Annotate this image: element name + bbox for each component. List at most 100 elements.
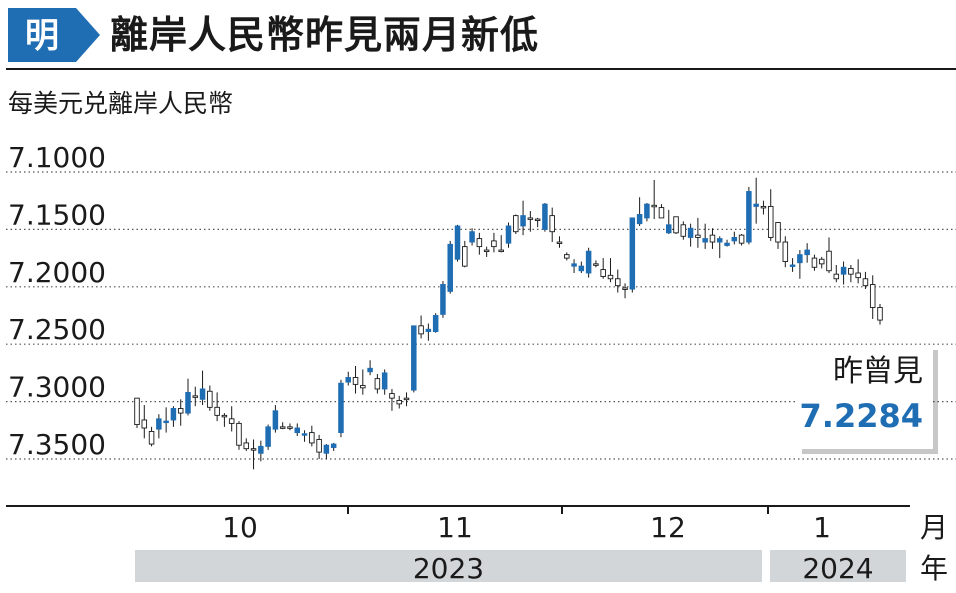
candle-body: [294, 427, 301, 434]
logo-text: 明: [25, 16, 59, 56]
candle-body: [615, 278, 621, 287]
y-tick-label: 7.1500: [8, 198, 106, 231]
candle: [702, 223, 708, 249]
candle-body: [578, 265, 585, 272]
candle: [680, 221, 687, 240]
candle-body: [826, 250, 832, 272]
candle-body: [316, 439, 322, 453]
candle-body: [673, 216, 679, 234]
candle-body: [666, 224, 672, 234]
candle: [389, 388, 395, 411]
candle-body: [862, 278, 869, 287]
chart-title: 離岸人民幣昨見兩月新低: [110, 13, 540, 57]
candle-body: [243, 442, 250, 450]
candle-body: [411, 325, 417, 391]
candle-body: [469, 231, 475, 243]
candle-body: [724, 242, 730, 246]
candle-body: [811, 257, 818, 268]
year-band: [135, 550, 762, 582]
candle: [534, 217, 541, 228]
candle: [775, 222, 781, 249]
candle-body: [396, 400, 402, 405]
candle-body: [520, 215, 526, 227]
candle-body: [658, 207, 665, 219]
newspaper-logo: 明: [6, 6, 102, 64]
candle: [221, 413, 228, 427]
candle-body: [607, 274, 614, 280]
candle: [360, 369, 366, 395]
x-unit-year: 年: [920, 552, 948, 585]
candle: [177, 399, 184, 426]
candle: [513, 214, 519, 234]
candle-body: [476, 238, 483, 248]
candle: [265, 424, 271, 450]
low-callout: 昨曾見 7.2284: [797, 345, 933, 449]
candle: [352, 366, 359, 394]
candle-body: [644, 203, 650, 219]
x-tick-label: 11: [437, 511, 473, 544]
candle: [658, 204, 665, 219]
candle: [447, 240, 453, 294]
candle: [403, 392, 410, 407]
candle: [716, 236, 723, 259]
candle: [374, 374, 381, 394]
candle: [505, 222, 512, 248]
candle: [520, 200, 526, 236]
candle: [156, 414, 162, 439]
candle: [250, 439, 257, 470]
candle-body: [279, 426, 286, 429]
candle-body: [425, 328, 432, 333]
candle-body: [753, 203, 759, 207]
candle: [629, 217, 636, 293]
candle: [738, 233, 745, 246]
candle-body: [345, 377, 351, 383]
candle: [454, 224, 461, 262]
candle-body: [505, 225, 512, 244]
year-label: 2023: [413, 552, 484, 585]
candle: [527, 211, 534, 232]
candle-body: [527, 217, 534, 220]
candle: [418, 315, 424, 339]
candle-body: [804, 249, 810, 256]
candle: [207, 385, 213, 411]
candle: [272, 405, 279, 433]
candle: [593, 260, 599, 268]
candle-body: [571, 263, 577, 267]
candle-body: [440, 284, 446, 315]
candle: [440, 281, 446, 318]
candle: [287, 423, 293, 431]
candle: [673, 216, 679, 234]
candle: [323, 444, 330, 459]
candle: [556, 236, 563, 248]
y-tick-label: 7.2000: [8, 256, 106, 289]
candle-body: [199, 388, 206, 400]
candle-body: [651, 204, 657, 208]
candle-body: [789, 264, 796, 267]
candle-body: [258, 445, 264, 454]
candle-body: [228, 418, 235, 424]
candle: [476, 232, 483, 255]
candle: [585, 247, 592, 278]
candle: [724, 239, 730, 247]
candle-body: [250, 448, 257, 451]
candle: [141, 405, 148, 439]
candle: [163, 407, 169, 433]
candle-body: [629, 217, 636, 290]
x-tick-label: 10: [222, 511, 258, 544]
candle: [869, 275, 876, 319]
x-unit-month: 月: [920, 511, 948, 544]
candle: [192, 386, 199, 407]
candle: [411, 325, 417, 393]
candle: [578, 261, 585, 274]
candle: [134, 397, 140, 429]
candle-body: [265, 426, 271, 447]
candle: [760, 200, 767, 215]
candle-body: [818, 258, 825, 265]
candle-body: [855, 272, 861, 279]
candle-body: [207, 390, 213, 408]
candle-body: [833, 273, 840, 280]
candle-body: [877, 307, 883, 321]
candle-body: [636, 214, 643, 225]
candle-body: [163, 420, 169, 424]
candle: [316, 434, 322, 459]
